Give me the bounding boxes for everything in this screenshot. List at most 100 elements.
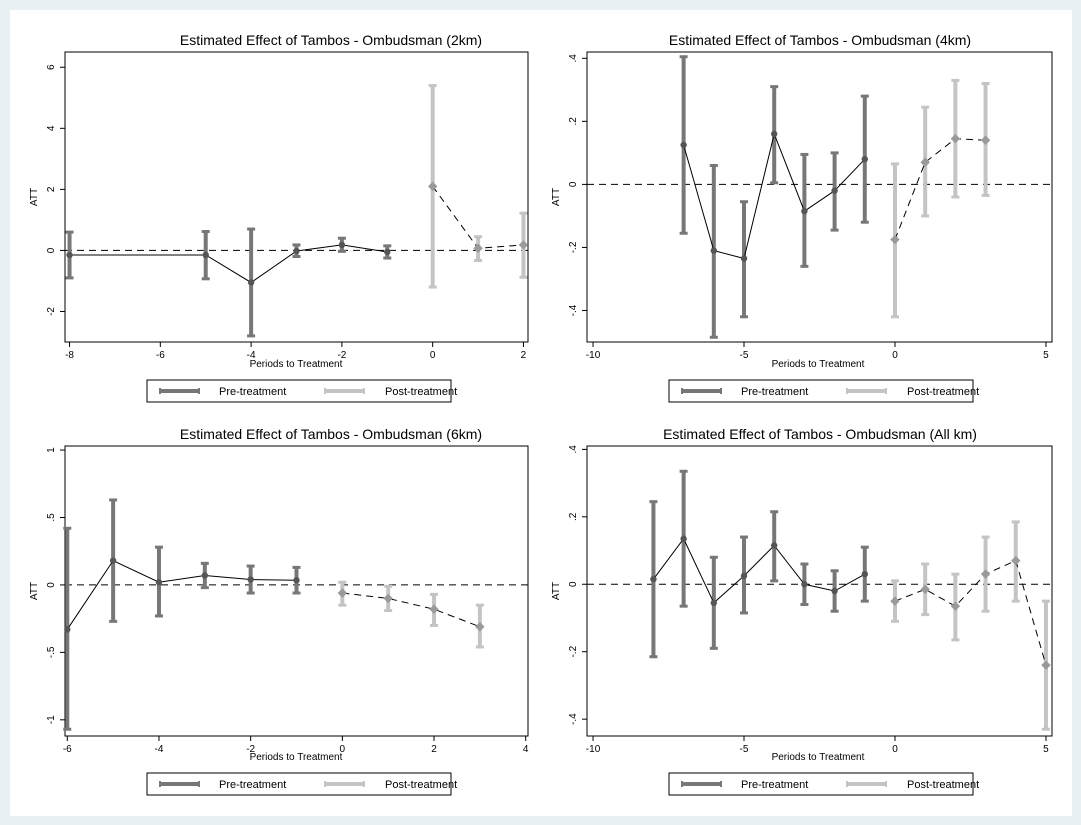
legend-frame bbox=[146, 772, 452, 796]
y-tick-label: -1 bbox=[46, 715, 57, 724]
y-tick-label: 1 bbox=[46, 447, 57, 453]
pre-treatment-series bbox=[63, 498, 301, 731]
point-marker bbox=[337, 588, 348, 598]
point-marker bbox=[201, 572, 209, 579]
point-marker bbox=[980, 135, 991, 145]
y-tick-label: -.4 bbox=[568, 304, 579, 316]
y-tick-label: 0 bbox=[568, 581, 579, 587]
pre-treatment-legend-label: Pre-treatment bbox=[219, 779, 286, 791]
point-marker bbox=[740, 255, 748, 262]
point-marker bbox=[247, 576, 254, 583]
point-marker bbox=[64, 626, 71, 633]
point-marker bbox=[920, 157, 930, 168]
plot-frame bbox=[64, 51, 529, 343]
point-marker bbox=[650, 575, 657, 583]
point-marker bbox=[831, 587, 838, 595]
point-marker bbox=[247, 279, 255, 286]
y-tick-label: -.2 bbox=[568, 241, 579, 253]
point-marker bbox=[473, 243, 483, 253]
pre-treatment-series bbox=[679, 55, 869, 339]
chart-panel-2: Estimated Effect of Tambos - Ombudsman (… bbox=[551, 32, 1053, 403]
plot-frame bbox=[64, 445, 529, 737]
chart-legend: Pre-treatment Post-treatment bbox=[146, 772, 457, 796]
chart-title: Estimated Effect of Tambos - Ombudsman (… bbox=[663, 426, 977, 442]
point-marker bbox=[801, 207, 808, 215]
x-tick-label: 5 bbox=[1043, 744, 1049, 755]
point-marker bbox=[475, 622, 485, 632]
x-tick-label: 4 bbox=[523, 744, 529, 755]
point-marker bbox=[740, 572, 748, 580]
point-marker bbox=[1011, 555, 1021, 566]
point-marker bbox=[66, 251, 73, 259]
point-marker bbox=[950, 601, 961, 611]
point-marker bbox=[980, 569, 991, 579]
x-tick-label: 0 bbox=[340, 744, 346, 755]
y-tick-label: 6 bbox=[46, 64, 57, 70]
y-tick-label: -2 bbox=[46, 307, 57, 316]
chart-panel-3: Estimated Effect of Tambos - Ombudsman (… bbox=[29, 426, 529, 796]
point-marker bbox=[861, 570, 868, 578]
y-axis-label: ATT bbox=[551, 188, 562, 206]
pre-treatment-series bbox=[65, 227, 392, 338]
x-tick-label: -4 bbox=[155, 744, 164, 755]
point-marker bbox=[338, 241, 346, 249]
pre-treatment-series bbox=[649, 469, 869, 659]
y-tick-label: .5 bbox=[46, 513, 57, 522]
point-marker bbox=[518, 240, 529, 250]
x-tick-label: -4 bbox=[247, 350, 256, 361]
y-tick-label: -.5 bbox=[46, 646, 57, 658]
chart-panel-4: Estimated Effect of Tambos - Ombudsman (… bbox=[551, 426, 1053, 796]
pre-treatment-legend-label: Pre-treatment bbox=[741, 386, 808, 398]
point-marker bbox=[1041, 660, 1051, 670]
x-axis-label: Periods to Treatment bbox=[772, 359, 865, 370]
pre-treatment-legend-label: Pre-treatment bbox=[741, 779, 808, 791]
chart-legend: Pre-treatment Post-treatment bbox=[668, 772, 979, 796]
legend-frame bbox=[668, 772, 974, 796]
y-axis-label: ATT bbox=[29, 188, 40, 206]
series-line bbox=[653, 537, 866, 604]
x-tick-label: -5 bbox=[740, 744, 749, 755]
y-axis-label: ATT bbox=[551, 582, 562, 600]
legend-frame bbox=[146, 379, 452, 403]
point-marker bbox=[293, 247, 300, 255]
plot-frame bbox=[586, 445, 1053, 737]
y-tick-label: .2 bbox=[568, 512, 579, 521]
x-tick-label: -10 bbox=[586, 350, 601, 361]
point-marker bbox=[383, 593, 393, 604]
post-treatment-legend-label: Post-treatment bbox=[385, 779, 457, 791]
post-treatment-legend-label: Post-treatment bbox=[907, 779, 979, 791]
figure-svg: Estimated Effect of Tambos - Ombudsman (… bbox=[29, 32, 1053, 796]
point-marker bbox=[771, 130, 778, 138]
point-marker bbox=[710, 247, 718, 254]
post-treatment-series bbox=[337, 580, 485, 649]
y-tick-label: .2 bbox=[568, 117, 579, 126]
post-treatment-legend-label: Post-treatment bbox=[385, 386, 457, 398]
chart-legend: Pre-treatment Post-treatment bbox=[146, 379, 457, 403]
x-tick-label: -8 bbox=[65, 350, 74, 361]
point-marker bbox=[710, 599, 718, 607]
point-marker bbox=[109, 557, 117, 564]
post-treatment-series bbox=[427, 84, 529, 289]
y-tick-label: -.4 bbox=[568, 713, 579, 725]
point-marker bbox=[890, 234, 900, 245]
x-tick-label: -10 bbox=[586, 744, 601, 755]
chart-title: Estimated Effect of Tambos - Ombudsman (… bbox=[180, 32, 482, 48]
point-marker bbox=[950, 133, 961, 144]
series-line bbox=[894, 138, 986, 240]
point-marker bbox=[801, 581, 808, 588]
figure-canvas: Estimated Effect of Tambos - Ombudsman (… bbox=[10, 10, 1072, 816]
y-tick-label: .4 bbox=[568, 445, 579, 454]
x-tick-label: -2 bbox=[246, 744, 255, 755]
x-axis-label: Periods to Treatment bbox=[250, 752, 343, 763]
post-treatment-series bbox=[890, 78, 991, 319]
x-tick-label: 0 bbox=[892, 350, 898, 361]
x-tick-label: 5 bbox=[1043, 350, 1049, 361]
series-line bbox=[66, 560, 297, 630]
pre-treatment-legend-label: Pre-treatment bbox=[219, 386, 286, 398]
x-tick-label: -6 bbox=[63, 744, 72, 755]
chart-title: Estimated Effect of Tambos - Ombudsman (… bbox=[180, 426, 482, 442]
x-axis-label: Periods to Treatment bbox=[250, 359, 343, 370]
post-treatment-legend-label: Post-treatment bbox=[907, 386, 979, 398]
chart-panel-1: Estimated Effect of Tambos - Ombudsman (… bbox=[29, 32, 529, 403]
point-marker bbox=[155, 579, 163, 586]
